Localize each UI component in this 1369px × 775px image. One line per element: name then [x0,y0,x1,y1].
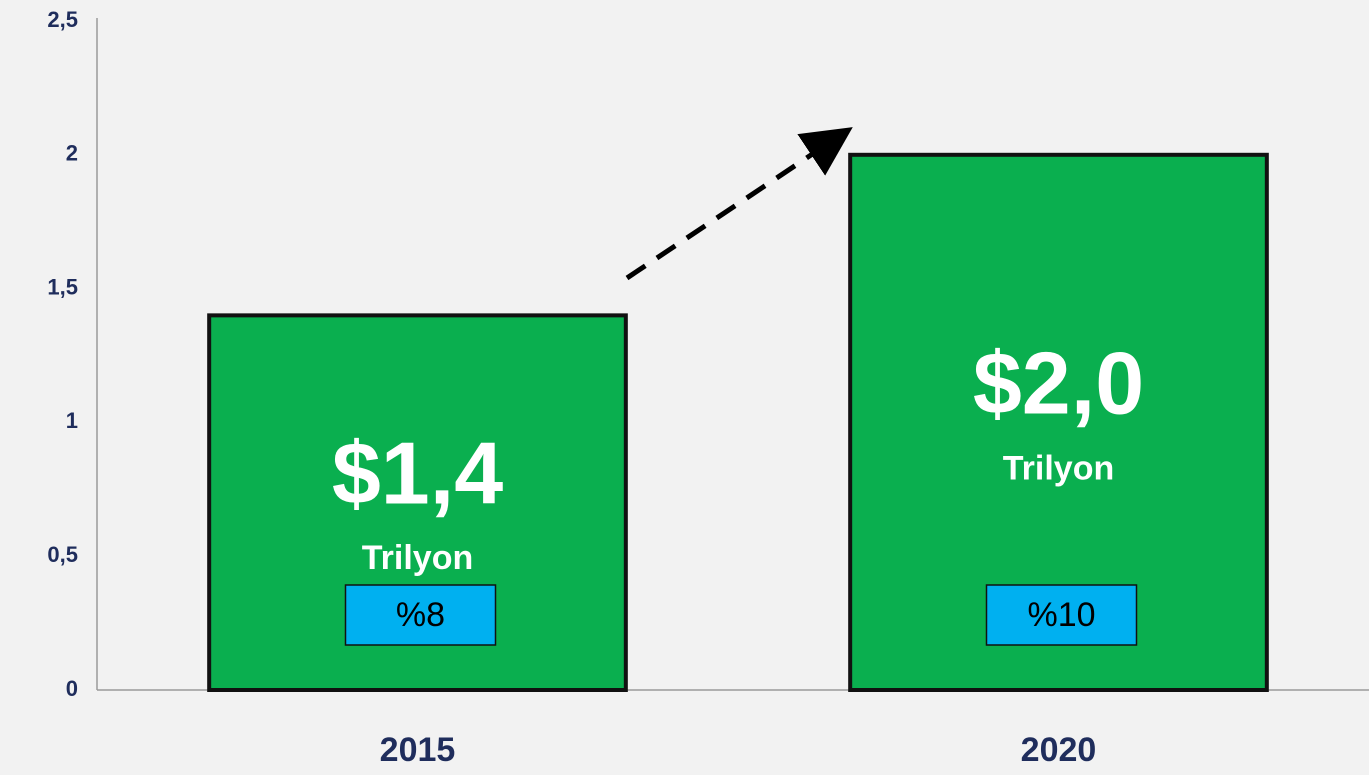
x-tick-label: 2020 [1021,731,1097,769]
unit-label: Trilyon [362,539,473,577]
unit-label: Trilyon [1003,449,1114,487]
y-tick-label: 0,5 [47,542,78,567]
y-tick-label: 1,5 [47,274,78,299]
trend-arrow [625,127,853,281]
share-label: %8 [396,596,445,634]
share-box [344,584,497,646]
share-box [985,584,1138,646]
y-tick-label: 1 [66,408,78,433]
value-label: $2,0 [973,334,1144,433]
y-tick-label: 0 [66,676,78,701]
y-tick-label: 2 [66,141,78,166]
value-label: $1,4 [332,423,503,522]
x-tick-label: 2015 [380,731,456,769]
share-label: %10 [1027,596,1095,634]
y-tick-label: 2,5 [47,7,78,32]
